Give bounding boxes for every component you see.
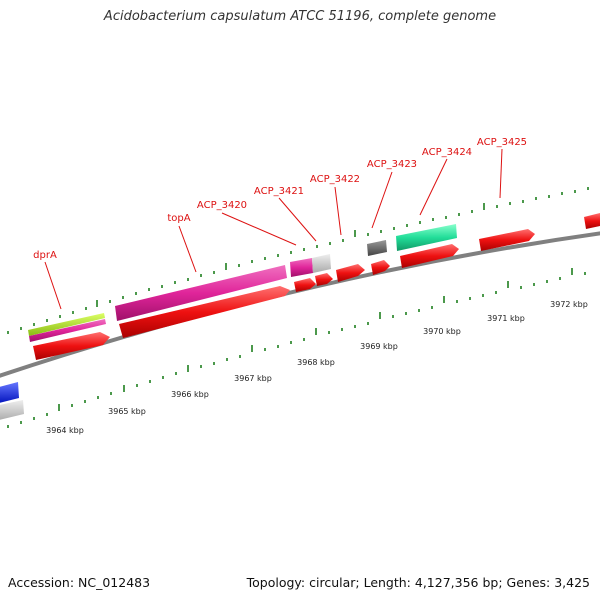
gene-labels: dprA topA ACP_3420 ACP_3421 ACP_3422 ACP… — [33, 137, 527, 261]
gene-ACP_3422-cds[interactable] — [336, 264, 365, 282]
kbp-label: 3965 kbp — [108, 407, 146, 416]
gene-ACP_3424-teal[interactable] — [396, 224, 457, 251]
gene-label-ACP_3421[interactable]: ACP_3421 — [254, 186, 304, 197]
gene-ACP_3420-grey[interactable] — [312, 254, 331, 273]
kbp-scale-labels: 3964 kbp 3965 kbp 3966 kbp 3967 kbp 3968… — [46, 300, 588, 435]
gene-ACP_3423-darkgrey[interactable] — [367, 240, 387, 256]
kbp-label: 3967 kbp — [234, 374, 272, 383]
gene-ACP_3420-cds[interactable] — [294, 278, 316, 292]
gene-ACP_3425-cds[interactable] — [479, 229, 535, 251]
lower-tick-row — [7, 268, 586, 428]
gene-label-dprA[interactable]: dprA — [33, 250, 57, 261]
gene-dprA-magenta[interactable] — [29, 319, 106, 342]
gene-label-topA[interactable]: topA — [167, 213, 190, 224]
gene-ACP_3420-magenta[interactable] — [290, 258, 313, 277]
genome-backbone — [0, 231, 600, 378]
gene-track — [0, 213, 600, 421]
gene-ACP_3421-cds[interactable] — [315, 273, 333, 286]
gene-edge-cds[interactable] — [584, 213, 600, 229]
label-leaders — [44, 148, 503, 310]
gene-edge-blue[interactable] — [0, 382, 19, 404]
kbp-label: 3968 kbp — [297, 358, 335, 367]
gene-label-ACP_3425[interactable]: ACP_3425 — [477, 137, 527, 148]
gene-ACP_3423-cds[interactable] — [371, 260, 390, 275]
kbp-label: 3964 kbp — [46, 426, 84, 435]
gene-label-ACP_3423[interactable]: ACP_3423 — [367, 159, 417, 170]
kbp-label: 3970 kbp — [423, 327, 461, 336]
kbp-label: 3966 kbp — [171, 390, 209, 399]
gene-label-ACP_3422[interactable]: ACP_3422 — [310, 174, 360, 185]
kbp-label: 3971 kbp — [487, 314, 525, 323]
gene-ACP_3424-cds[interactable] — [400, 244, 459, 268]
gene-topA-magenta[interactable] — [115, 265, 287, 321]
gene-label-ACP_3420[interactable]: ACP_3420 — [197, 200, 247, 211]
map-title: Acidobacterium capsulatum ATCC 51196, co… — [103, 9, 497, 24]
gene-dprA-cds[interactable] — [33, 332, 110, 360]
upper-tick-row — [7, 187, 589, 334]
kbp-label: 3969 kbp — [360, 342, 398, 351]
kbp-label: 3972 kbp — [550, 300, 588, 309]
genome-summary-text: Topology: circular; Length: 4,127,356 bp… — [246, 575, 590, 590]
gene-topA-cds[interactable] — [119, 286, 290, 338]
accession-text: Accession: NC_012483 — [8, 575, 151, 590]
gene-edge-grey[interactable] — [0, 400, 24, 421]
gene-dprA-lime[interactable] — [28, 313, 105, 336]
gene-label-ACP_3424[interactable]: ACP_3424 — [422, 147, 472, 158]
